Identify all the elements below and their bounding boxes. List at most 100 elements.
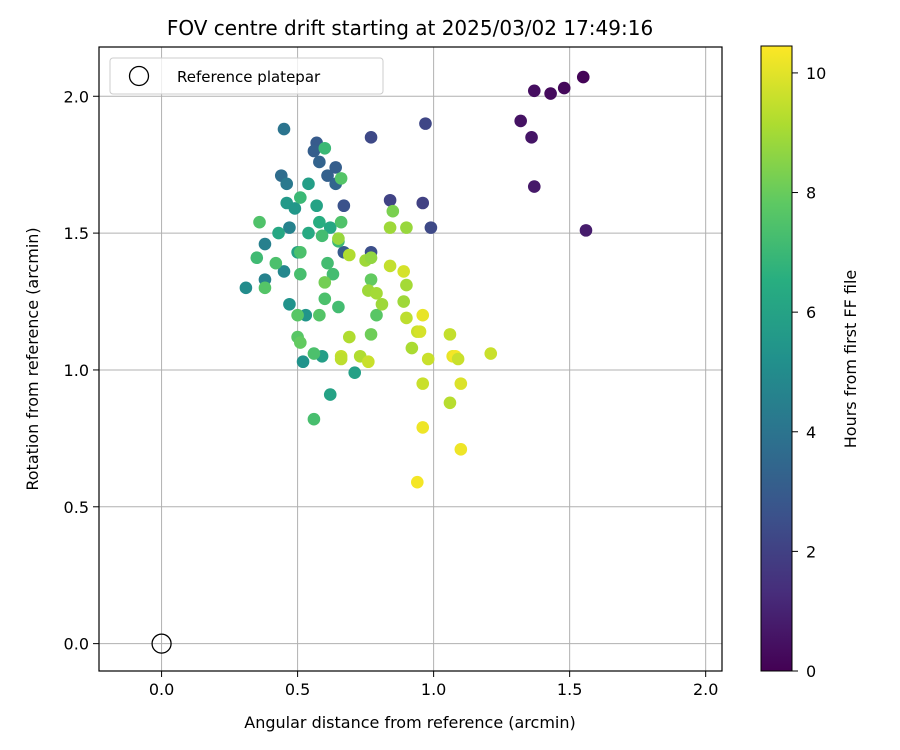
data-point	[280, 177, 294, 191]
data-point	[294, 191, 307, 204]
colorbar-tick-label: 2	[806, 542, 816, 561]
data-point	[383, 259, 397, 273]
data-point	[386, 204, 400, 218]
data-point	[416, 377, 430, 390]
data-point	[313, 155, 326, 169]
data-point	[405, 341, 419, 355]
reference-point	[151, 633, 172, 654]
data-point	[269, 256, 283, 270]
data-point	[484, 347, 498, 360]
x-tick-label: 2.0	[693, 680, 718, 699]
data-point	[323, 221, 337, 234]
data-point	[334, 172, 348, 185]
data-point	[416, 196, 430, 210]
data-point	[258, 237, 272, 251]
data-point	[294, 245, 307, 259]
data-point	[334, 352, 348, 366]
data-point	[307, 412, 321, 426]
data-point	[362, 355, 375, 369]
colorbar-tick-label: 4	[806, 423, 816, 442]
x-tick-label: 1.5	[557, 680, 582, 699]
data-point	[579, 224, 593, 237]
data-point	[294, 267, 307, 281]
data-point	[576, 70, 590, 84]
x-axis-label: Angular distance from reference (arcmin)	[244, 713, 575, 732]
data-point	[288, 202, 302, 215]
colorbar-tick-label: 8	[806, 184, 816, 203]
colorbar	[760, 45, 793, 672]
data-point	[315, 229, 329, 243]
data-point	[525, 131, 538, 144]
data-point	[310, 199, 323, 213]
data-point	[313, 215, 326, 229]
data-point	[424, 221, 438, 234]
data-point	[334, 215, 348, 229]
legend-entry-reference: Reference platepar	[177, 68, 321, 86]
data-point	[318, 292, 332, 306]
data-point	[348, 366, 362, 379]
y-tick-label: 0.5	[64, 498, 89, 517]
data-point	[364, 273, 378, 286]
data-point	[397, 295, 410, 308]
data-point	[337, 199, 351, 213]
data-point	[277, 265, 291, 278]
data-point	[291, 308, 304, 322]
data-point	[307, 347, 321, 360]
plot-frame	[98, 46, 723, 672]
data-point	[454, 443, 468, 456]
data-point	[514, 114, 527, 128]
y-tick-label: 2.0	[64, 87, 89, 106]
data-point	[318, 141, 332, 155]
data-point	[544, 87, 557, 100]
x-tick-label: 0.0	[149, 680, 174, 699]
data-point	[283, 297, 296, 311]
data-point	[527, 180, 541, 193]
colorbar-label: Hours from first FF file	[841, 270, 860, 449]
data-point	[383, 193, 397, 207]
data-point	[557, 81, 571, 95]
data-point	[307, 144, 321, 158]
data-point	[239, 281, 253, 295]
colorbar-tick-label: 10	[806, 64, 826, 83]
data-point	[332, 300, 345, 314]
data-point	[326, 267, 340, 281]
colorbar-ticks: 0 2 4 6 8 10	[792, 64, 826, 681]
x-tick-label: 1.0	[421, 680, 446, 699]
y-tick-label: 1.0	[64, 361, 89, 380]
data-point	[258, 281, 272, 295]
y-tick-label: 1.5	[64, 224, 89, 243]
data-point	[411, 475, 424, 489]
data-point	[419, 117, 432, 130]
data-point	[400, 221, 413, 234]
data-point	[250, 251, 264, 265]
data-point	[364, 131, 378, 144]
x-tick-label: 0.5	[285, 680, 310, 699]
data-point	[283, 221, 296, 234]
data-point	[332, 232, 345, 245]
legend-box	[109, 57, 384, 95]
reference-marker	[151, 633, 172, 654]
data-point	[253, 215, 266, 229]
data-point	[294, 336, 307, 349]
y-axis-label: Rotation from reference (arcmin)	[23, 227, 42, 490]
data-point	[383, 221, 397, 234]
data-point	[296, 355, 310, 369]
chart-title: FOV centre drift starting at 2025/03/02 …	[167, 16, 653, 40]
data-point	[364, 328, 378, 341]
data-point	[302, 226, 315, 240]
data-point	[370, 287, 383, 300]
data-point	[400, 278, 413, 292]
data-point	[342, 248, 356, 262]
data-points	[239, 70, 593, 489]
data-point	[321, 169, 334, 182]
data-point	[451, 352, 465, 366]
data-point	[454, 377, 468, 390]
colorbar-tick-label: 0	[806, 662, 816, 681]
data-point	[416, 308, 430, 322]
data-point	[277, 122, 291, 136]
data-point	[527, 84, 541, 98]
data-point	[416, 421, 430, 434]
data-point	[302, 177, 315, 191]
x-axis-ticks: 0.0 0.5 1.0 1.5 2.0	[149, 671, 718, 699]
